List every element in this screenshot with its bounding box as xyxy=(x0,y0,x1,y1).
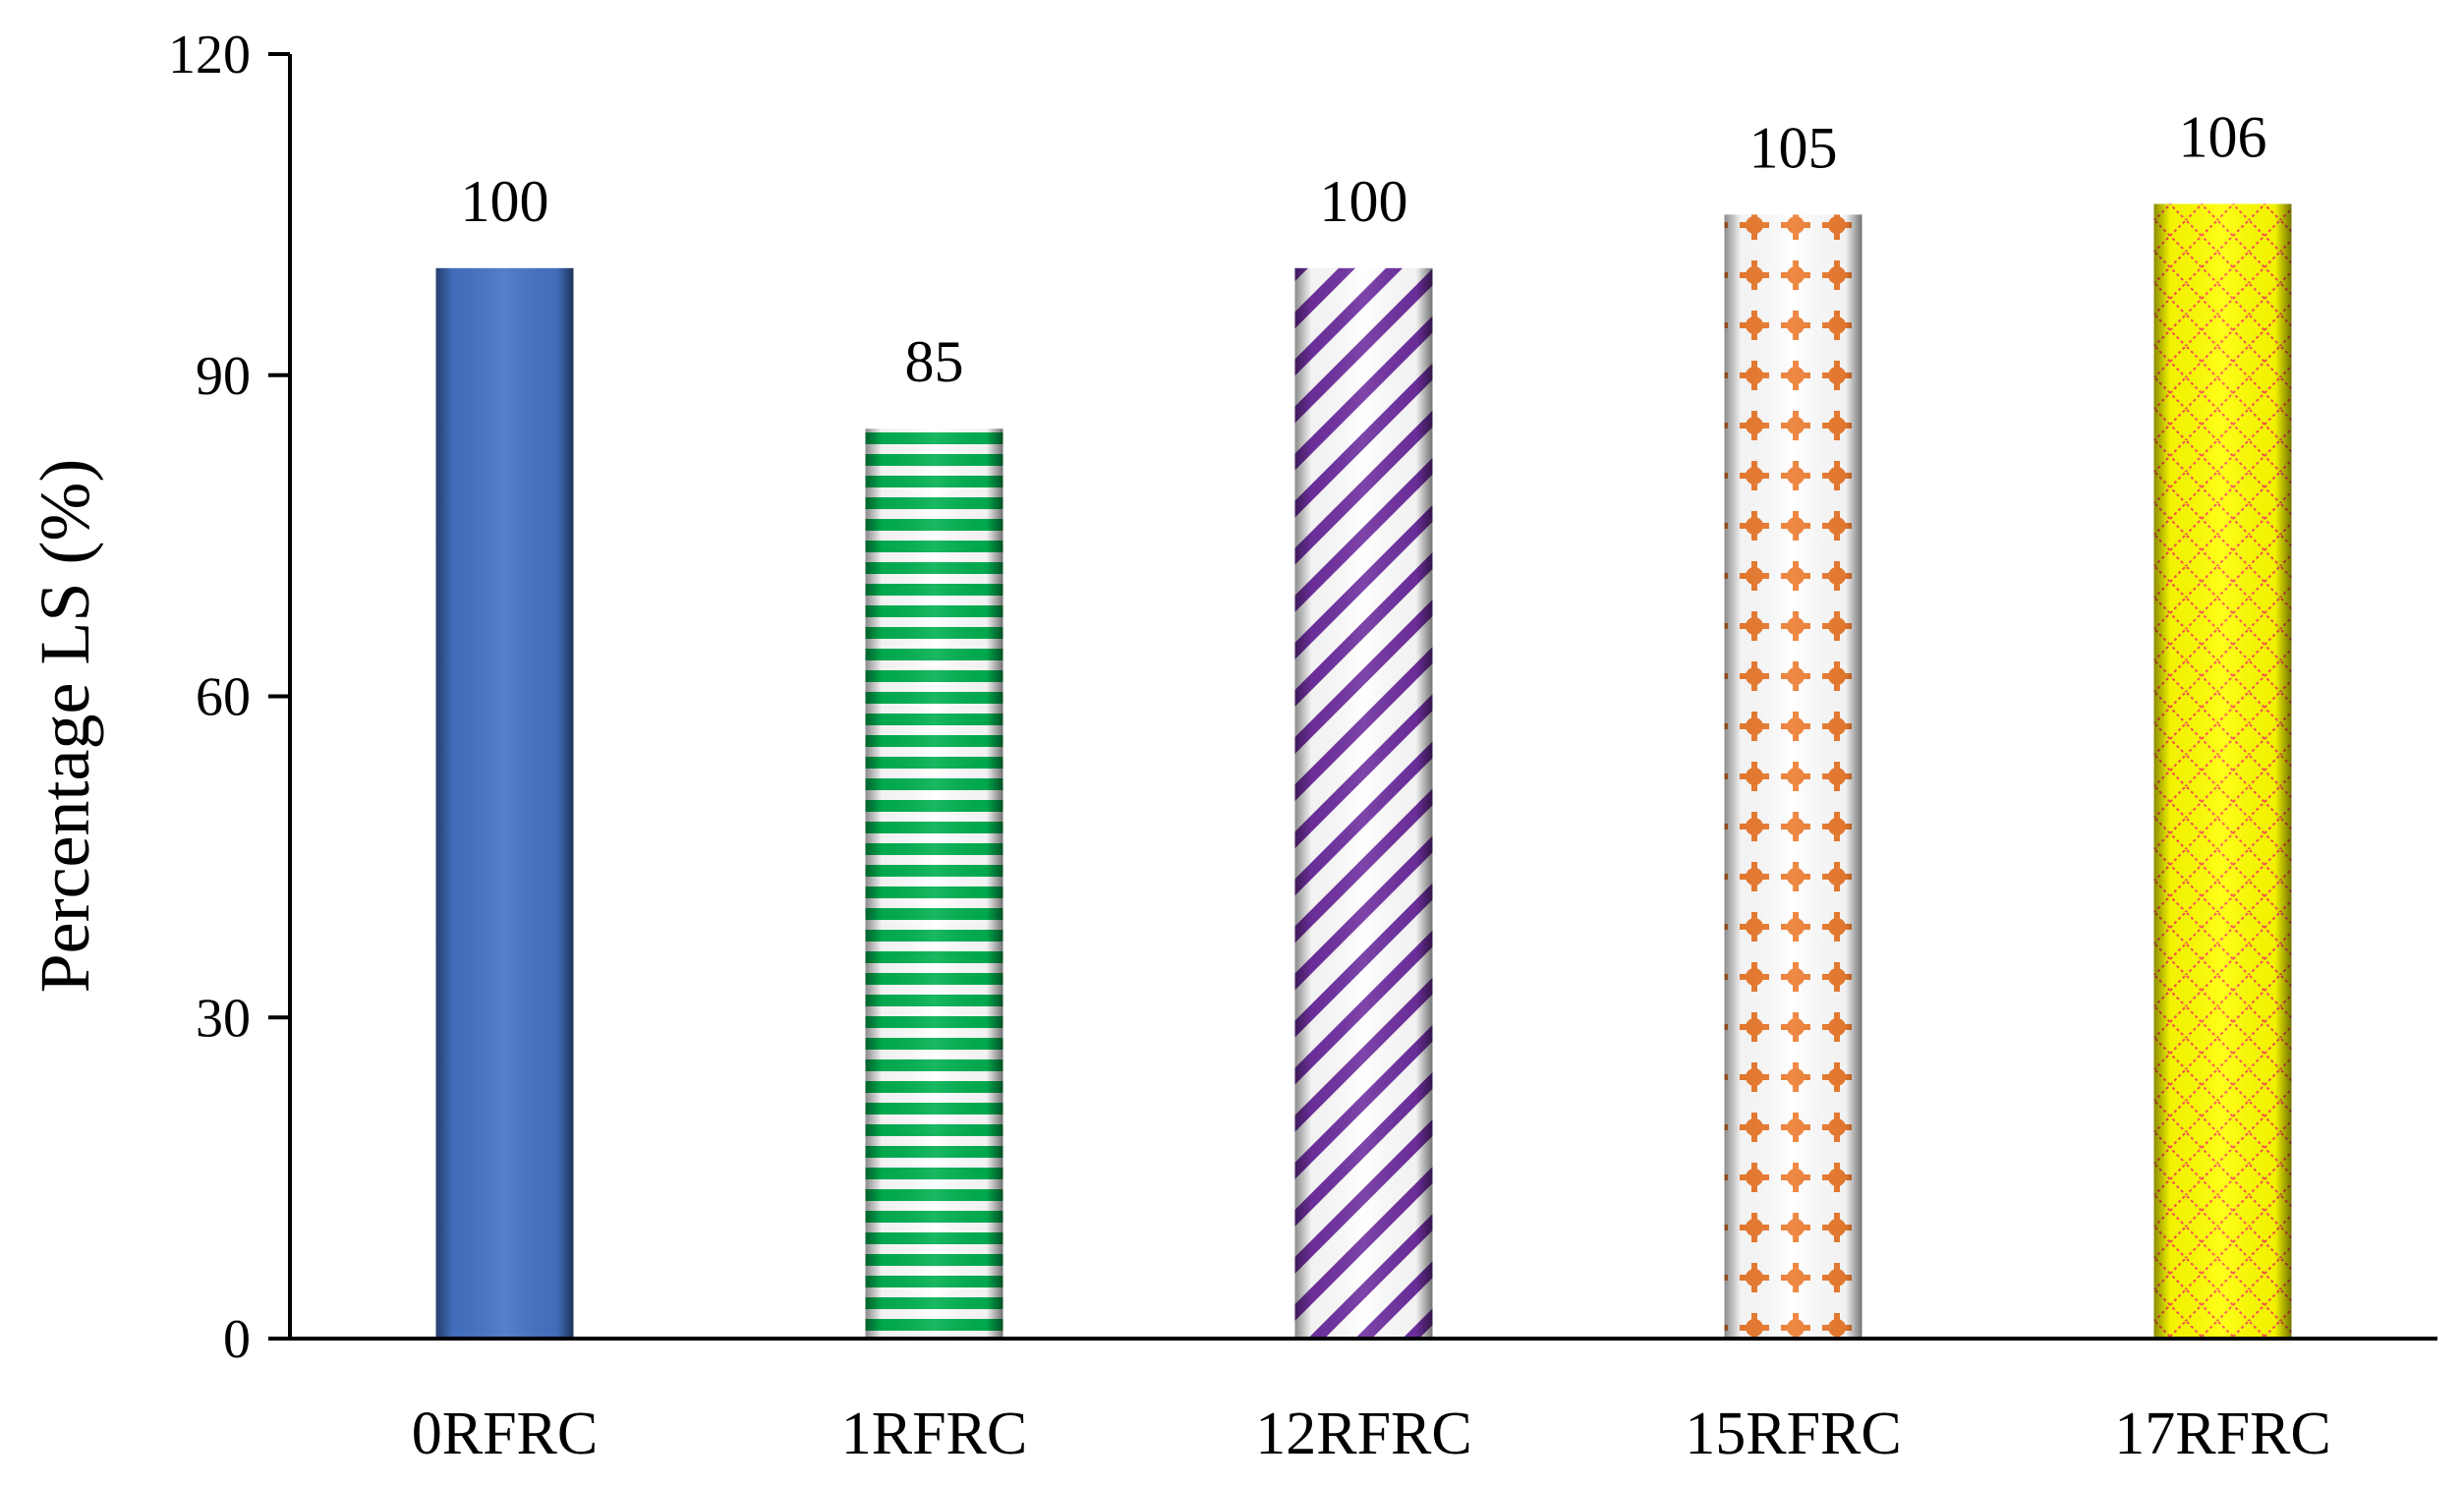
bar-12RFRC xyxy=(1294,267,1433,1339)
x-tick-label-4: 17RFRC xyxy=(2114,1400,2331,1467)
bar-shade-3 xyxy=(1724,214,1862,1339)
y-tick-label-0: 0 xyxy=(223,1309,251,1370)
y-axis-title: Percentage LS (%) xyxy=(26,459,104,994)
data-labels: 100 85 100 105 106 xyxy=(461,104,2267,394)
data-label-3: 105 xyxy=(1749,115,1838,180)
y-tick-label-4: 120 xyxy=(168,25,251,86)
x-tick-label-1: 1RFRC xyxy=(841,1400,1028,1467)
bar-1RFRC xyxy=(865,429,1003,1339)
bars-layer xyxy=(435,203,2292,1339)
bar-shade-2 xyxy=(1294,267,1433,1339)
x-tick-label-2: 12RFRC xyxy=(1255,1400,1472,1467)
bar-17RFRC xyxy=(2153,203,2292,1339)
y-tick-label-2: 60 xyxy=(196,667,251,728)
y-tick-label-1: 30 xyxy=(196,988,251,1049)
y-tick-label-3: 90 xyxy=(196,346,251,407)
bar-shade-1 xyxy=(865,429,1003,1339)
category-labels: 0RFRC 1RFRC 12RFRC 15RFRC 17RFRC xyxy=(412,1400,2331,1467)
data-label-4: 106 xyxy=(2179,104,2267,169)
bar-0RFRC xyxy=(435,267,574,1339)
data-label-0: 100 xyxy=(461,169,549,234)
x-tick-label-0: 0RFRC xyxy=(412,1400,599,1467)
bar-15RFRC xyxy=(1724,214,1862,1339)
x-tick-label-3: 15RFRC xyxy=(1685,1400,1902,1467)
bar-shade-0 xyxy=(435,267,574,1339)
y-ticks: 0 30 60 90 120 xyxy=(168,25,290,1370)
data-label-1: 85 xyxy=(905,329,964,394)
data-label-2: 100 xyxy=(1320,169,1408,234)
bar-shade-4 xyxy=(2153,203,2292,1339)
